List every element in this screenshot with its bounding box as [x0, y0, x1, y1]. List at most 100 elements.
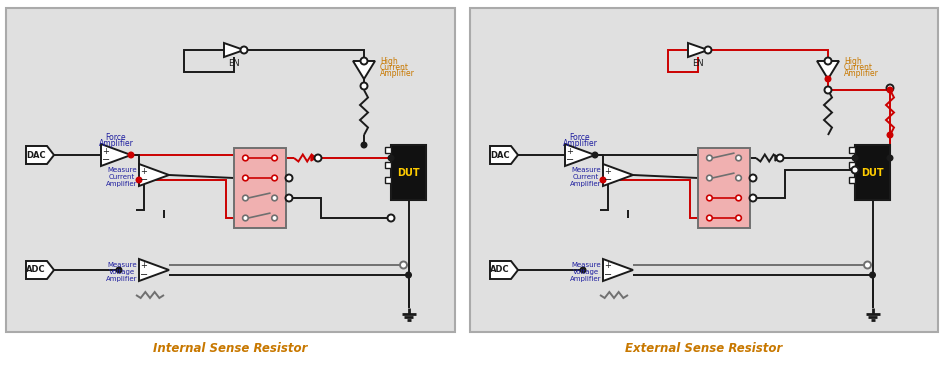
Circle shape — [286, 175, 292, 182]
Circle shape — [592, 152, 598, 158]
Bar — [385, 147, 391, 153]
Text: High: High — [380, 57, 398, 66]
Text: −: − — [102, 155, 110, 165]
Circle shape — [750, 175, 756, 182]
Circle shape — [706, 175, 712, 181]
Text: EN: EN — [692, 59, 703, 68]
Text: Amplifier: Amplifier — [99, 138, 134, 147]
Bar — [391, 145, 426, 200]
Polygon shape — [224, 43, 244, 57]
Circle shape — [736, 195, 741, 201]
Circle shape — [825, 76, 831, 82]
Text: Current: Current — [573, 174, 599, 180]
Text: Internal Sense Resistor: Internal Sense Resistor — [154, 342, 307, 354]
Circle shape — [242, 155, 248, 161]
Text: Voltage: Voltage — [573, 269, 599, 275]
Circle shape — [272, 155, 277, 161]
Circle shape — [852, 166, 858, 173]
Polygon shape — [688, 43, 708, 57]
Text: Amplifier: Amplifier — [571, 276, 602, 282]
Circle shape — [240, 47, 247, 53]
Text: Measure: Measure — [108, 167, 137, 173]
Circle shape — [242, 175, 248, 181]
Bar — [6, 8, 455, 332]
Bar — [470, 8, 938, 332]
Text: Amplifier: Amplifier — [563, 138, 598, 147]
Bar — [855, 145, 890, 200]
Circle shape — [706, 155, 712, 161]
Circle shape — [886, 85, 894, 91]
Text: Amplifier: Amplifier — [844, 69, 879, 78]
Circle shape — [272, 195, 277, 201]
Text: External Sense Resistor: External Sense Resistor — [625, 342, 783, 354]
Bar — [849, 162, 855, 168]
Text: −: − — [566, 155, 574, 165]
Text: Force: Force — [106, 132, 126, 141]
Circle shape — [242, 195, 248, 201]
Circle shape — [361, 142, 367, 148]
Circle shape — [824, 57, 832, 65]
Text: DAC: DAC — [26, 150, 46, 160]
Polygon shape — [775, 155, 780, 161]
Text: DUT: DUT — [397, 167, 420, 178]
Polygon shape — [603, 164, 633, 186]
Polygon shape — [26, 261, 54, 279]
Text: Amplifier: Amplifier — [107, 276, 138, 282]
Circle shape — [776, 154, 784, 162]
Circle shape — [136, 177, 141, 183]
Circle shape — [736, 155, 741, 161]
Text: Force: Force — [570, 132, 590, 141]
Text: +: + — [567, 147, 573, 156]
Text: High: High — [844, 57, 862, 66]
Circle shape — [128, 152, 134, 158]
Bar — [385, 162, 391, 168]
Text: +: + — [604, 166, 611, 176]
Circle shape — [272, 175, 277, 181]
Text: ADC: ADC — [26, 266, 46, 275]
Text: Measure: Measure — [571, 262, 601, 268]
Text: Measure: Measure — [108, 262, 137, 268]
Bar — [849, 177, 855, 183]
Text: Voltage: Voltage — [109, 269, 135, 275]
Circle shape — [704, 47, 712, 53]
Circle shape — [272, 215, 277, 221]
Text: −: − — [604, 175, 612, 185]
Circle shape — [600, 177, 605, 183]
Circle shape — [736, 215, 741, 221]
Circle shape — [360, 57, 368, 65]
Text: +: + — [141, 166, 147, 176]
Polygon shape — [565, 144, 595, 166]
Circle shape — [887, 155, 893, 161]
Text: Amplifier: Amplifier — [107, 181, 138, 187]
Text: DAC: DAC — [490, 150, 510, 160]
Circle shape — [315, 154, 322, 162]
Circle shape — [388, 214, 394, 222]
Polygon shape — [817, 61, 839, 79]
Circle shape — [887, 87, 893, 93]
Circle shape — [706, 215, 712, 221]
Bar — [234, 148, 286, 228]
Text: +: + — [141, 261, 147, 270]
Text: EN: EN — [228, 59, 240, 68]
Text: Current: Current — [108, 174, 135, 180]
Circle shape — [580, 267, 586, 273]
Text: Measure: Measure — [571, 167, 601, 173]
Polygon shape — [603, 259, 633, 281]
Text: DUT: DUT — [861, 167, 884, 178]
Text: Current: Current — [844, 63, 873, 72]
Circle shape — [706, 195, 712, 201]
Text: −: − — [140, 175, 148, 185]
Text: Current: Current — [380, 63, 409, 72]
Text: Amplifier: Amplifier — [571, 181, 602, 187]
Circle shape — [400, 261, 407, 269]
Bar — [698, 148, 750, 228]
Circle shape — [286, 194, 292, 201]
Circle shape — [824, 87, 832, 94]
Text: −: − — [604, 270, 612, 280]
Circle shape — [887, 132, 893, 138]
Text: +: + — [604, 261, 611, 270]
Bar — [385, 177, 391, 183]
Polygon shape — [139, 259, 169, 281]
Circle shape — [869, 272, 875, 278]
Polygon shape — [490, 261, 518, 279]
